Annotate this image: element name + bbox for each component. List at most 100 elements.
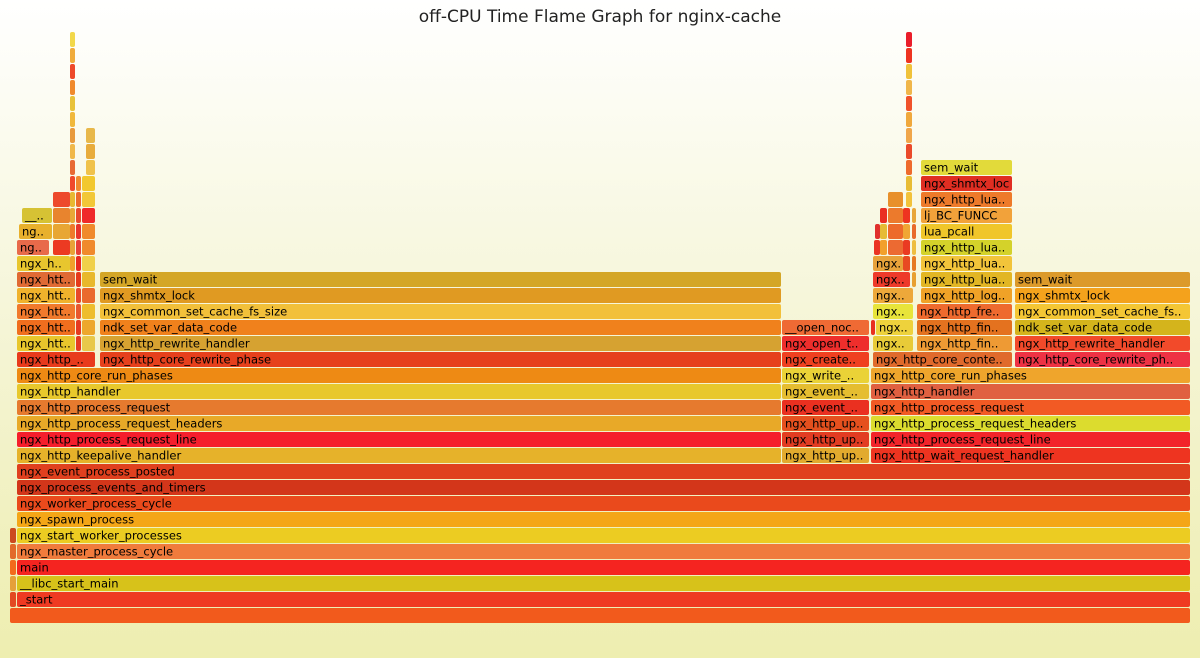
- flame-frame-rect[interactable]: [22, 208, 52, 223]
- flame-frame-rect[interactable]: [76, 176, 81, 191]
- flame-frame-rect[interactable]: [917, 336, 1012, 351]
- flame-frame-rect[interactable]: [70, 256, 75, 271]
- flame-frame-rect[interactable]: [782, 432, 869, 447]
- flame-frame-rect[interactable]: [17, 288, 75, 303]
- flame-frame-rect[interactable]: [70, 176, 75, 191]
- flame-frame-rect[interactable]: [76, 272, 81, 287]
- flame-frame-rect[interactable]: [921, 240, 1012, 255]
- flame-frame[interactable]: [880, 240, 887, 255]
- flame-frame[interactable]: [875, 224, 880, 239]
- flame-frame[interactable]: [76, 192, 81, 207]
- flame-frame-rect[interactable]: [782, 416, 869, 431]
- flame-frame[interactable]: [912, 272, 916, 287]
- flame-frame[interactable]: ngx_http_up..: [782, 448, 869, 463]
- flame-frame-rect[interactable]: [82, 240, 95, 255]
- flame-frame-rect[interactable]: [1015, 320, 1190, 335]
- flame-frame-rect[interactable]: [100, 272, 781, 287]
- flame-frame[interactable]: [53, 224, 70, 239]
- flame-frame[interactable]: [86, 144, 95, 159]
- flame-frame[interactable]: [82, 304, 95, 319]
- flame-frame[interactable]: _start: [17, 592, 1190, 607]
- flame-frame-rect[interactable]: [17, 448, 781, 463]
- flame-frame[interactable]: ngx..: [873, 336, 913, 351]
- flame-frame[interactable]: [53, 192, 70, 207]
- flame-frame[interactable]: ngx_http_lua..: [921, 256, 1012, 271]
- flame-frame[interactable]: [76, 224, 81, 239]
- flame-frame-rect[interactable]: [17, 336, 75, 351]
- flame-frame-rect[interactable]: [17, 240, 49, 255]
- flame-frame-rect[interactable]: [76, 336, 81, 351]
- flame-frame[interactable]: sem_wait: [1015, 272, 1190, 287]
- flame-frame-rect[interactable]: [871, 368, 1190, 383]
- flame-frame-rect[interactable]: [871, 448, 1190, 463]
- flame-frame[interactable]: ngx_http_rewrite_handler: [100, 336, 781, 351]
- flame-frame[interactable]: ngx_http_process_request_headers: [871, 416, 1190, 431]
- flame-frame[interactable]: ngx_http_lua..: [921, 272, 1012, 287]
- flame-frame-rect[interactable]: [912, 240, 916, 255]
- flame-frame[interactable]: ngx_shmtx_lock: [100, 288, 781, 303]
- flame-frame[interactable]: [82, 224, 95, 239]
- flame-frame-rect[interactable]: [871, 400, 1190, 415]
- flame-frame-rect[interactable]: [100, 352, 781, 367]
- flame-frame-rect[interactable]: [82, 336, 95, 351]
- flame-frame[interactable]: [912, 256, 916, 271]
- flame-frame-rect[interactable]: [76, 304, 81, 319]
- flame-frame-rect[interactable]: [888, 208, 903, 223]
- flame-frame-rect[interactable]: [906, 64, 912, 79]
- flame-frame[interactable]: ngx_htt..: [17, 288, 75, 303]
- flame-frame[interactable]: [912, 224, 916, 239]
- flame-frame[interactable]: [906, 112, 912, 127]
- flame-frame-rect[interactable]: [70, 240, 75, 255]
- flame-frame[interactable]: [82, 192, 95, 207]
- flame-frame[interactable]: [70, 64, 75, 79]
- flame-frame-rect[interactable]: [873, 336, 913, 351]
- flame-frame[interactable]: ngx_event_..: [782, 400, 869, 415]
- flame-frame[interactable]: [82, 288, 95, 303]
- flame-frame-rect[interactable]: [70, 80, 75, 95]
- flame-frame-rect[interactable]: [70, 96, 75, 111]
- flame-frame[interactable]: [86, 128, 95, 143]
- flame-frame-rect[interactable]: [912, 272, 916, 287]
- flame-frame[interactable]: [903, 224, 910, 239]
- flame-frame-rect[interactable]: [70, 144, 75, 159]
- flame-frame[interactable]: ngx_shmtx_lock: [921, 176, 1016, 191]
- flame-frame-rect[interactable]: [1015, 288, 1190, 303]
- flame-frame[interactable]: [903, 256, 910, 271]
- flame-frame-rect[interactable]: [17, 272, 75, 287]
- flame-frame-rect[interactable]: [53, 208, 70, 223]
- flame-frame[interactable]: [70, 96, 75, 111]
- flame-frame[interactable]: ngx_htt..: [17, 320, 75, 335]
- flame-frame-rect[interactable]: [906, 96, 912, 111]
- flame-frame-rect[interactable]: [53, 240, 70, 255]
- flame-frame-rect[interactable]: [906, 48, 912, 63]
- flame-frame[interactable]: ngx..: [873, 304, 913, 319]
- flame-frame-rect[interactable]: [888, 224, 903, 239]
- flame-frame-rect[interactable]: [880, 208, 887, 223]
- flame-frame[interactable]: ngx_http_wait_request_handler: [871, 448, 1190, 463]
- flame-frame[interactable]: [82, 336, 95, 351]
- flame-frame[interactable]: ngx_http_core_rewrite_ph..: [1015, 352, 1190, 367]
- flame-frame[interactable]: [53, 240, 70, 255]
- flame-frame-rect[interactable]: [100, 304, 781, 319]
- flame-frame-rect[interactable]: [70, 224, 75, 239]
- flame-frame[interactable]: [903, 240, 910, 255]
- flame-frame[interactable]: ndk_set_var_data_code: [100, 320, 781, 335]
- flame-frame[interactable]: ngx_http_rewrite_handler: [1015, 336, 1190, 351]
- flame-frame[interactable]: [906, 160, 912, 175]
- flame-frame-rect[interactable]: [82, 320, 95, 335]
- flame-frame-rect[interactable]: [82, 176, 95, 191]
- flame-frame-rect[interactable]: [906, 112, 912, 127]
- flame-frame[interactable]: [906, 96, 912, 111]
- flame-frame[interactable]: [906, 176, 912, 191]
- flame-frame-rect[interactable]: [76, 240, 81, 255]
- flame-frame[interactable]: [76, 176, 81, 191]
- flame-frame[interactable]: [53, 208, 70, 223]
- flame-frame-rect[interactable]: [903, 208, 910, 223]
- flame-frame[interactable]: [906, 80, 912, 95]
- flame-frame[interactable]: [70, 176, 75, 191]
- flame-frame-rect[interactable]: [921, 288, 1012, 303]
- flame-frame[interactable]: ngx_http_core_run_phases: [871, 368, 1190, 383]
- flame-frame[interactable]: [76, 288, 81, 303]
- flame-frame-rect[interactable]: [17, 592, 1190, 607]
- flame-frame[interactable]: [70, 256, 75, 271]
